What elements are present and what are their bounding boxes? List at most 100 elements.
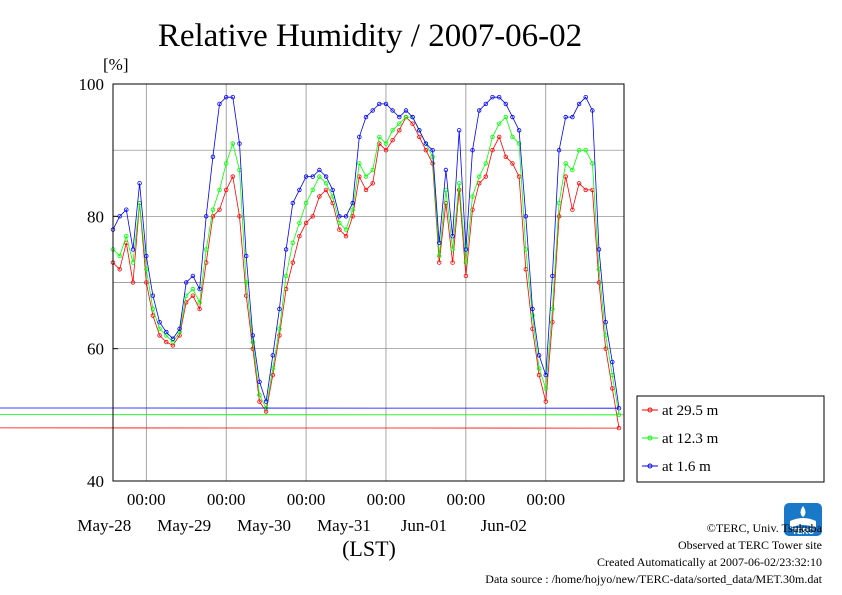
legend-marker [647, 435, 653, 441]
data-point [596, 280, 602, 285]
data-point [370, 167, 375, 173]
data-point [310, 214, 315, 219]
data-point [497, 121, 502, 126]
data-point [357, 134, 362, 140]
data-point [477, 108, 482, 113]
data-point [243, 280, 249, 285]
legend-marker [647, 463, 653, 469]
data-point [536, 353, 542, 358]
data-point [277, 326, 282, 331]
data-point [583, 94, 588, 100]
data-point [470, 147, 475, 153]
data-point [490, 94, 495, 100]
data-point [270, 353, 275, 358]
x-tick-label: 00:00 [526, 490, 565, 509]
logo-drop [800, 506, 806, 517]
data-point [257, 399, 262, 404]
data-point [117, 253, 122, 259]
data-point [377, 141, 382, 146]
data-point [397, 121, 402, 126]
data-point [510, 114, 515, 120]
series-line [0, 96, 620, 409]
data-point [343, 214, 349, 219]
data-point [397, 114, 402, 120]
data-point [337, 227, 342, 232]
x-day-label: May-30 [237, 516, 291, 535]
data-point [150, 306, 156, 312]
data-point [516, 141, 522, 146]
data-point [490, 147, 495, 153]
x-tick-label: 00:00 [127, 490, 166, 509]
data-point [297, 220, 302, 226]
data-point [370, 108, 375, 113]
data-point [576, 101, 582, 107]
data-point [417, 134, 422, 140]
data-point [410, 114, 415, 120]
data-point [164, 339, 169, 345]
series-3 [0, 94, 622, 411]
data-point [230, 94, 235, 100]
data-point [350, 207, 355, 212]
data-point [536, 372, 542, 378]
data-point [170, 336, 176, 341]
data-point [423, 141, 429, 146]
x-day-label: May-28 [77, 516, 131, 535]
data-point [437, 240, 442, 245]
data-point [223, 161, 229, 166]
data-point [503, 101, 508, 107]
data-point [237, 214, 242, 219]
data-point [183, 280, 189, 285]
data-point [124, 207, 129, 212]
data-point [377, 134, 382, 140]
data-point [616, 425, 622, 431]
data-point [270, 372, 275, 378]
data-point [383, 101, 389, 107]
data-point [470, 207, 475, 212]
data-point [250, 339, 255, 345]
data-point [303, 220, 309, 226]
legend-label: at 1.6 m [662, 459, 711, 475]
data-point [290, 260, 295, 265]
data-point [303, 174, 309, 179]
data-point [383, 147, 389, 153]
data-point [437, 260, 442, 265]
data-point [596, 247, 602, 252]
data-point [323, 174, 329, 179]
data-point [450, 247, 455, 252]
data-point [190, 293, 196, 298]
series-layer [0, 94, 622, 431]
data-point [457, 187, 462, 193]
data-point [390, 137, 395, 143]
data-point [144, 267, 149, 272]
data-point [590, 108, 595, 113]
data-point [350, 214, 355, 219]
data-point [516, 128, 522, 133]
x-day-label: May-31 [317, 516, 371, 535]
data-point [317, 194, 322, 199]
data-point [370, 181, 375, 186]
data-point [363, 174, 369, 179]
data-point [403, 108, 409, 113]
x-day-label: Jun-01 [401, 516, 447, 535]
data-point [377, 101, 382, 107]
x-tick-labels: 00:00 May-28 00:00 May-29 00:00 May-30 00:00 Ma… [77, 490, 565, 535]
data-point [530, 313, 535, 318]
data-point [616, 406, 622, 411]
data-point [157, 333, 162, 338]
data-point [277, 333, 282, 338]
data-point [477, 181, 482, 186]
x-tick-label: 00:00 [367, 490, 406, 509]
data-point [543, 399, 548, 404]
data-point [503, 154, 508, 159]
credit-copyright: ©TERC, Univ. Tsukuba [707, 521, 823, 535]
data-point [130, 247, 136, 252]
data-point [536, 366, 542, 371]
data-point [556, 200, 562, 206]
data-point [463, 273, 469, 279]
data-point [157, 320, 162, 325]
data-point [423, 147, 429, 153]
data-point [310, 187, 315, 193]
data-point [257, 392, 262, 398]
x-tick-label: 00:00 [207, 490, 246, 509]
data-point [503, 114, 508, 120]
